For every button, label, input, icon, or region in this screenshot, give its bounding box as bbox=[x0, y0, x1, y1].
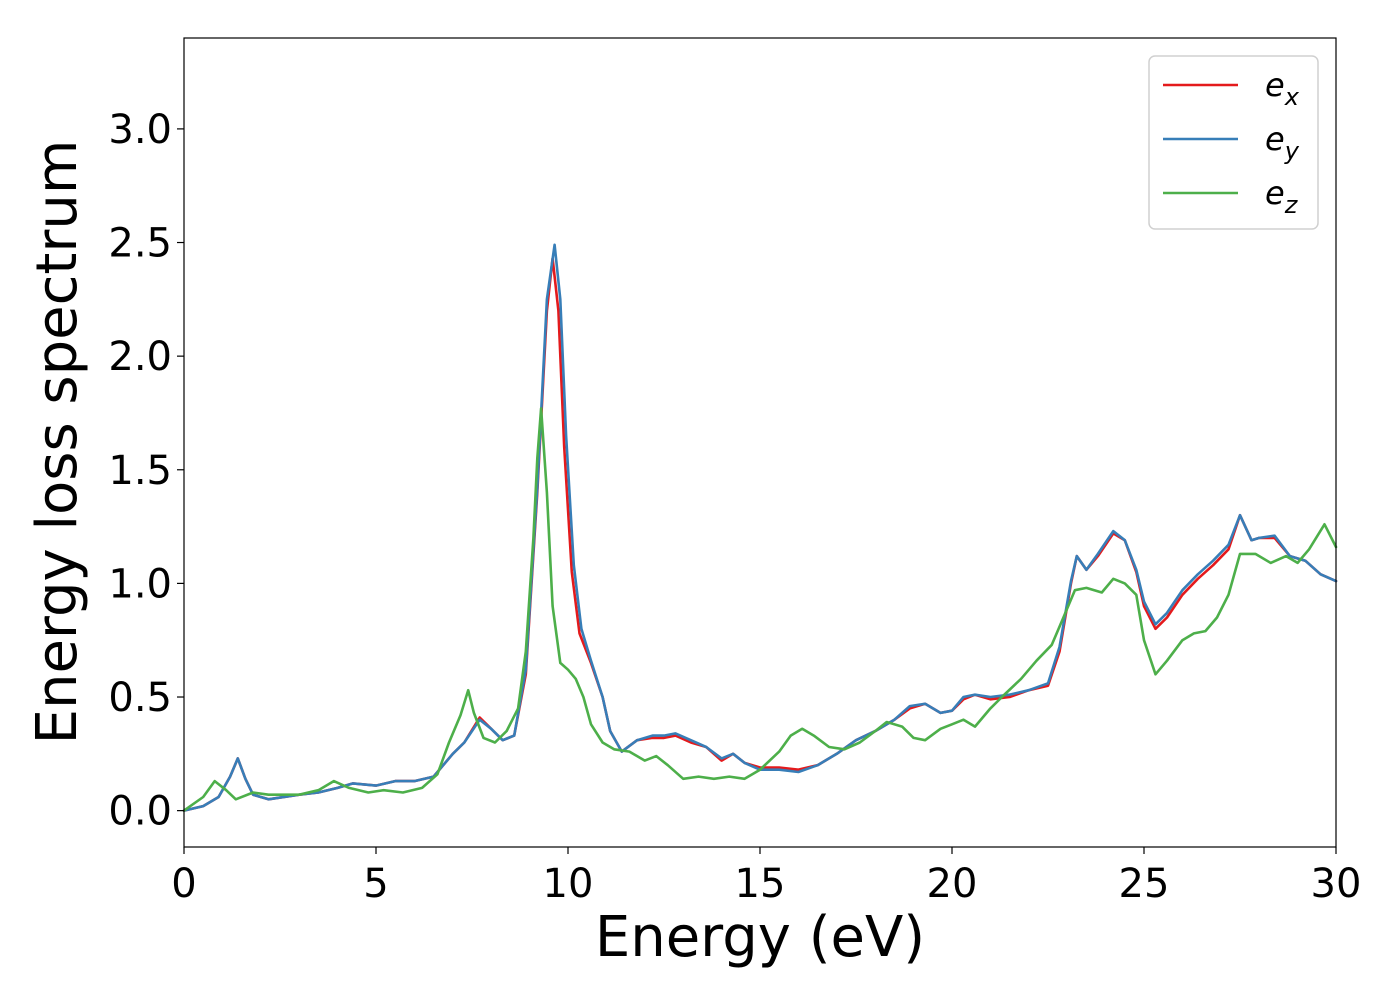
x-tick-label: 20 bbox=[927, 861, 978, 907]
y-tick-label: 2.0 bbox=[108, 334, 172, 380]
series-line-y bbox=[182, 243, 1338, 812]
legend-box bbox=[1148, 55, 1319, 230]
x-tick-label: 30 bbox=[1311, 861, 1362, 907]
y-tick-label: 1.0 bbox=[108, 561, 172, 607]
y-axis: 0.0 0.5 1.0 1.5 2.0 2.5 3.0 bbox=[108, 107, 184, 835]
series-line-z bbox=[182, 407, 1338, 812]
x-axis: 0 5 10 15 20 25 30 bbox=[171, 847, 1361, 907]
x-tick-label: 15 bbox=[735, 861, 786, 907]
y-tick-label: 1.5 bbox=[108, 448, 172, 494]
x-tick-label: 5 bbox=[363, 861, 388, 907]
series-layer bbox=[182, 243, 1338, 812]
x-tick-label: 25 bbox=[1119, 861, 1170, 907]
y-tick-label: 3.0 bbox=[108, 107, 172, 153]
x-axis-title: Energy (eV) bbox=[595, 905, 925, 970]
y-axis-title: Energy loss spectrum bbox=[25, 140, 90, 745]
y-tick-label: 2.5 bbox=[108, 221, 172, 267]
x-tick-label: 10 bbox=[543, 861, 594, 907]
y-tick-label: 0.0 bbox=[108, 789, 172, 835]
y-tick-label: 0.5 bbox=[108, 675, 172, 721]
plot-background bbox=[184, 38, 1336, 847]
x-tick-label: 0 bbox=[171, 861, 196, 907]
